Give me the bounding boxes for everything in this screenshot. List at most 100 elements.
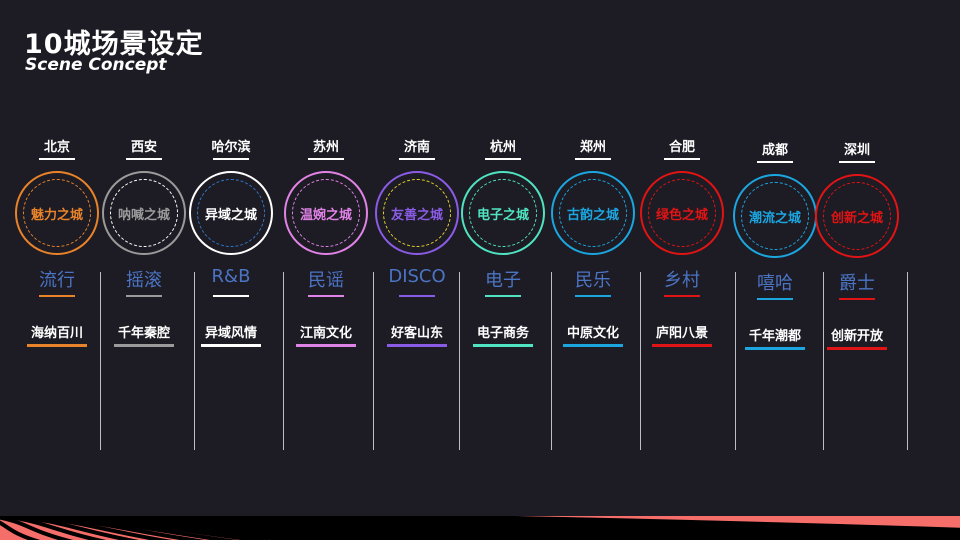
city-underline — [39, 158, 75, 160]
city-name: 成都 — [761, 143, 788, 158]
city-name: 济南 — [403, 140, 430, 155]
genre-underline — [213, 295, 249, 297]
badge-inner-ring — [23, 179, 91, 247]
culture-tag: 海纳百川 — [30, 326, 83, 341]
badge-text: 电子之城 — [476, 208, 529, 223]
genre-label: 摇滚 — [126, 270, 162, 291]
city-badge: 魅力之城 — [15, 171, 99, 255]
badge-inner-ring — [741, 182, 809, 250]
column-divider — [907, 272, 908, 450]
city-column: 郑州 古韵之城 民乐 中原文化 — [543, 0, 643, 540]
tag-underline — [296, 344, 356, 347]
city-column: 苏州 温婉之城 民谣 江南文化 — [276, 0, 376, 540]
city-badge: 创新之城 — [815, 174, 899, 258]
column-divider — [283, 272, 284, 450]
culture-tag: 千年秦腔 — [117, 326, 170, 341]
column-divider — [459, 272, 460, 450]
badge-inner-ring — [110, 179, 178, 247]
city-underline — [575, 158, 611, 160]
genre-label: R&B — [211, 266, 251, 287]
culture-tag: 中原文化 — [566, 326, 619, 341]
city-column: 济南 友善之城 DISCO 好客山东 — [367, 0, 467, 540]
stripe — [0, 516, 74, 540]
city-underline — [308, 158, 344, 160]
genre-label: 嘻哈 — [757, 273, 793, 294]
city-badge: 潮流之城 — [733, 174, 817, 258]
culture-tag: 电子商务 — [476, 326, 529, 341]
genre-label: 乡村 — [664, 270, 700, 291]
column-divider — [373, 272, 374, 450]
tag-underline — [652, 344, 712, 347]
genre-underline — [757, 298, 793, 300]
stripe — [408, 516, 960, 532]
tag-underline — [27, 344, 87, 347]
city-badge: 古韵之城 — [551, 171, 635, 255]
city-badge: 电子之城 — [461, 171, 545, 255]
tag-underline — [563, 344, 623, 347]
city-underline — [664, 158, 700, 160]
badge-inner-ring — [292, 179, 360, 247]
city-name: 深圳 — [843, 143, 870, 158]
city-underline — [839, 161, 875, 163]
badge-text: 绿色之城 — [655, 208, 708, 223]
city-badge: 绿色之城 — [640, 171, 724, 255]
badge-text: 古韵之城 — [566, 208, 619, 223]
decorative-stripes — [0, 516, 960, 540]
city-name: 郑州 — [579, 140, 606, 155]
genre-underline — [485, 295, 521, 297]
city-name: 杭州 — [489, 140, 516, 155]
column-divider — [194, 272, 195, 450]
genre-underline — [575, 295, 611, 297]
tag-underline — [114, 344, 174, 347]
city-name: 西安 — [130, 140, 157, 155]
genre-label: 流行 — [39, 270, 75, 291]
tag-underline — [745, 347, 805, 350]
genre-underline — [664, 295, 700, 297]
city-column: 杭州 电子之城 电子 电子商务 — [453, 0, 553, 540]
badge-text: 异域之城 — [204, 208, 257, 223]
city-underline — [126, 158, 162, 160]
badge-text: 呐喊之城 — [117, 208, 170, 223]
badge-text: 潮流之城 — [748, 211, 801, 226]
city-column: 深圳 创新之城 爵士 创新开放 — [807, 0, 907, 540]
culture-tag: 庐阳八景 — [655, 326, 708, 341]
badge-inner-ring — [383, 179, 451, 247]
genre-label: 民乐 — [575, 270, 611, 291]
genre-label: 电子 — [485, 270, 521, 291]
city-name: 哈尔滨 — [211, 140, 251, 155]
city-column: 西安 呐喊之城 摇滚 千年秦腔 — [94, 0, 194, 540]
stripe — [0, 520, 41, 540]
genre-label: 民谣 — [308, 270, 344, 291]
tag-underline — [473, 344, 533, 347]
badge-text: 创新之城 — [830, 211, 883, 226]
column-divider — [551, 272, 552, 450]
city-column: 哈尔滨 异域之城 R&B 异域风情 — [181, 0, 281, 540]
badge-text: 魅力之城 — [30, 208, 83, 223]
genre-underline — [308, 295, 344, 297]
city-underline — [399, 158, 435, 160]
tag-underline — [201, 344, 261, 347]
city-underline — [757, 161, 793, 163]
city-badge: 温婉之城 — [284, 171, 368, 255]
city-badge: 友善之城 — [375, 171, 459, 255]
column-divider — [100, 272, 101, 450]
city-badge: 呐喊之城 — [102, 171, 186, 255]
badge-inner-ring — [197, 179, 265, 247]
genre-underline — [399, 295, 435, 297]
tag-underline — [387, 344, 447, 347]
culture-tag: 创新开放 — [830, 329, 883, 344]
genre-label: 爵士 — [839, 273, 875, 294]
column-divider — [735, 272, 736, 450]
genre-underline — [39, 295, 75, 297]
city-name: 北京 — [43, 140, 70, 155]
badge-inner-ring — [559, 179, 627, 247]
city-name: 合肥 — [668, 140, 695, 155]
city-underline — [485, 158, 521, 160]
culture-tag: 异域风情 — [204, 326, 257, 341]
city-column: 合肥 绿色之城 乡村 庐阳八景 — [632, 0, 732, 540]
page-title: 10城场景设定 — [24, 29, 204, 60]
badge-text: 温婉之城 — [299, 208, 352, 223]
culture-tag: 好客山东 — [390, 326, 443, 341]
city-name: 苏州 — [312, 140, 339, 155]
badge-text: 友善之城 — [390, 208, 443, 223]
